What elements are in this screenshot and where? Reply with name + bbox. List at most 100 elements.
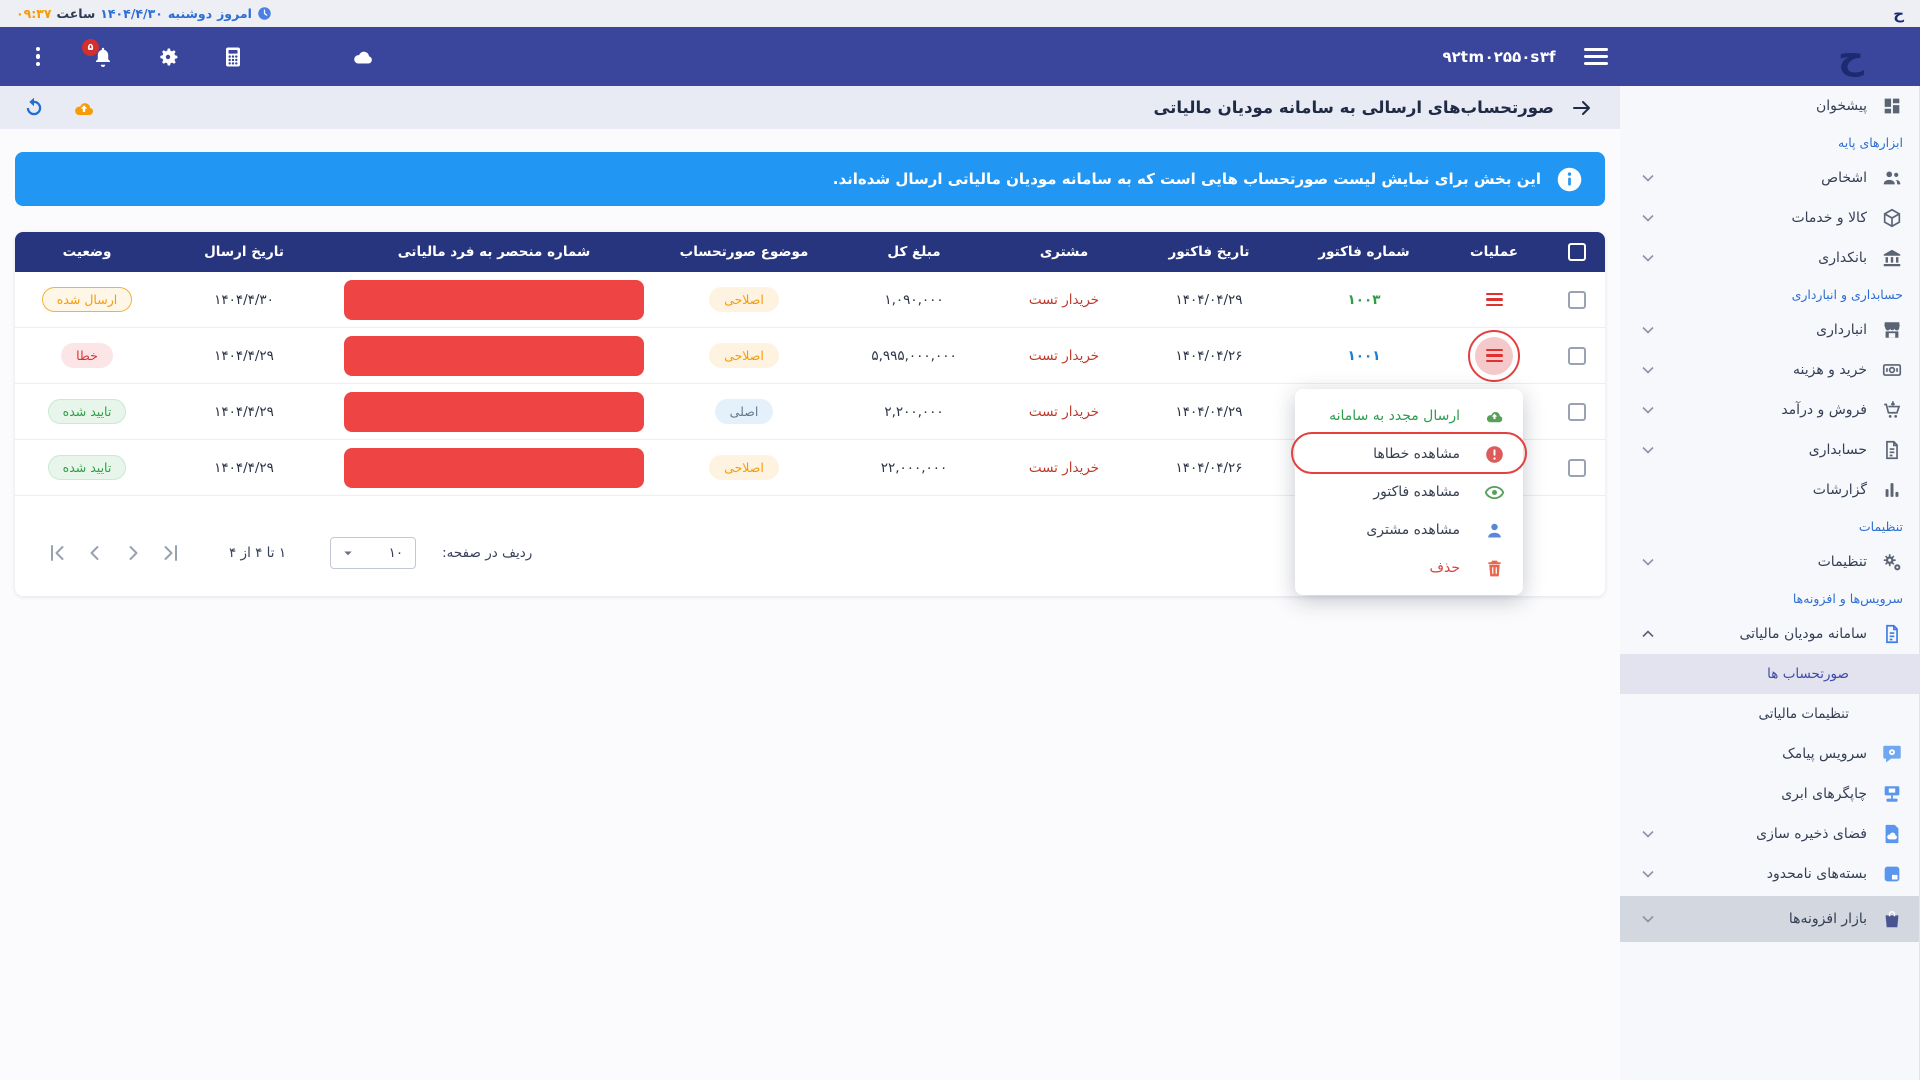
sidebar-item-sms-service[interactable]: سرویس پیامک [1620,734,1919,774]
header-invoice-date: تاریخ فاکتور [1168,244,1250,260]
sidebar-item-goods-services[interactable]: کالا و خدمات [1620,198,1919,238]
invoice-date: ۱۴۰۴/۰۴/۲۹ [1175,291,1243,308]
menu-item-view-invoice[interactable]: مشاهده فاکتور [1295,473,1523,511]
sidebar-item-unlimited-packages[interactable]: بسته‌های نامحدود [1620,854,1919,894]
sidebar-subitem-invoices[interactable]: صورتحساب ها [1620,654,1919,694]
sidebar-subitem-tax-settings[interactable]: تنظیمات مالیاتی [1758,706,1849,722]
sidebar-item-accounting[interactable]: حسابداری [1620,430,1919,470]
store-icon [1881,319,1903,341]
tax-uid-redacted [344,391,644,432]
sidebar-section-services-addons: سرویس‌ها و افزونه‌ها [1792,590,1903,606]
cloud-icon[interactable] [351,45,375,69]
sidebar-item-reports[interactable]: گزارشات [1620,470,1919,510]
calculator-icon[interactable] [221,45,245,69]
chevron-down-icon [1638,360,1658,380]
invoice-number-link[interactable]: ۱۰۰۳ [1347,291,1381,308]
apps-grid-icon[interactable] [286,45,310,69]
header-subject: موضوع صورتحساب [679,244,809,260]
settings-gear-icon[interactable] [156,45,180,69]
gears-icon [1881,551,1903,573]
time-value: ۰۹:۳۷ [16,6,52,21]
chevron-down-icon [1638,552,1658,572]
subject-chip: اصلاحی [709,343,779,368]
sidebar-item-addons-market[interactable]: بازار افزونه‌ها [1620,896,1919,942]
header-total: مبلغ کل [887,244,941,260]
more-options-icon[interactable] [26,45,50,69]
menu-item-delete[interactable]: حذف [1295,549,1523,587]
info-banner: این بخش برای نمایش لیست صورتحساب هایی اس… [15,152,1605,206]
invoice-number-link[interactable]: ۱۰۰۱ [1347,347,1381,364]
chevron-down-icon [1638,864,1658,884]
select-all-checkbox[interactable] [1568,243,1586,261]
info-icon [1556,166,1583,193]
sms-icon [1881,743,1903,765]
file-cloud-icon [1881,823,1903,845]
brand-logo-small: ح [1893,4,1904,23]
total-amount: ۱,۰۹۰,۰۰۰ [884,291,944,308]
total-amount: ۲,۲۰۰,۰۰۰ [884,403,944,420]
row-checkbox[interactable] [1568,290,1586,309]
rows-per-page-select[interactable]: ۱۰ [330,537,417,569]
sidebar-item-purchases-expenses[interactable]: خرید و هزینه [1620,350,1919,390]
sidebar-item-cloud-printers[interactable]: چاپگرهای ابری [1620,774,1919,814]
row-actions-button[interactable] [1475,336,1513,375]
sidebar-item-storage[interactable]: فضای ذخیره سازی [1620,814,1919,854]
main-content: صورتحساب‌های ارسالی به سامانه مودیان مال… [0,86,1620,1080]
brand-logo: ح [1838,35,1864,77]
customer-link[interactable]: خریدار تست [1028,347,1100,364]
chevron-down-icon [1638,208,1658,228]
subject-chip: اصلاحی [709,287,779,312]
back-arrow-icon[interactable] [1570,96,1594,120]
row-checkbox[interactable] [1568,346,1586,365]
eye-icon [1484,482,1505,503]
previous-page-button[interactable] [83,541,107,565]
sidebar-item-settings[interactable]: تنظیمات [1620,542,1919,582]
sidebar-item-dashboard[interactable]: پیشخوان [1620,86,1919,126]
table-row: ۱۰۰۳ ۱۴۰۴/۰۴/۲۹ خریدار تست ۱,۰۹۰,۰۰۰ اصل… [15,272,1605,328]
send-date: ۱۴۰۴/۴/۳۰ [214,291,274,308]
first-page-button[interactable] [45,541,69,565]
sidebar-item-sales-income[interactable]: فروش و درآمد [1620,390,1919,430]
sidebar-toggle-button[interactable] [1584,48,1608,65]
cloud-upload-icon[interactable] [72,96,96,120]
table-row: ۱۴۰۴/۰۴/۲۶ خریدار تست ۲۲,۰۰۰,۰۰۰ اصلاحی … [15,440,1605,496]
sidebar-item-banking[interactable]: بانکداری [1620,238,1919,278]
chevron-down-icon [1638,909,1658,929]
row-checkbox[interactable] [1568,458,1586,477]
notifications-bell-icon[interactable]: ۵ [82,38,115,69]
menu-item-view-errors[interactable]: مشاهده خطاها [1295,435,1523,473]
today-date: ۱۴۰۴/۴/۳۰ [100,6,163,21]
table-row: ۱۰۰۱ ۱۴۰۴/۰۴/۲۶ خریدار تست ۵,۹۹۵,۰۰۰,۰۰۰… [15,328,1605,384]
sidebar-item-warehousing[interactable]: انبارداری [1620,310,1919,350]
pagination-range: ۱ تا ۴ از ۴ [229,545,287,561]
customer-link[interactable]: خریدار تست [1028,403,1100,420]
menu-item-view-customer[interactable]: مشاهده مشتری [1295,511,1523,549]
customer-link[interactable]: خریدار تست [1028,459,1100,476]
box-icon [1881,863,1903,885]
navbar: ح ۹۲tm۰۲۵۵۰s۳f ۵ [0,27,1920,86]
notification-badge: ۵ [82,38,99,56]
sidebar-item-tax-system[interactable]: سامانه مودیان مالیاتی [1620,614,1919,654]
shopping-bag-icon [1881,908,1903,930]
table-header-row: عملیات شماره فاکتور تاریخ فاکتور مشتری م… [15,232,1605,272]
company-id: ۹۲tm۰۲۵۵۰s۳f [1442,47,1556,66]
invoice-date: ۱۴۰۴/۰۴/۲۶ [1175,347,1243,364]
header-customer: مشتری [1039,244,1089,260]
customer-link[interactable]: خریدار تست [1028,291,1100,308]
trash-icon [1484,558,1505,579]
total-amount: ۲۲,۰۰۰,۰۰۰ [880,459,948,476]
cloud-upload-icon [1484,406,1505,427]
today-label: امروز [217,6,252,21]
last-page-button[interactable] [159,541,183,565]
send-date: ۱۴۰۴/۴/۲۹ [214,459,274,476]
people-icon [1881,167,1903,189]
menu-item-resend[interactable]: ارسال مجدد به سامانه [1295,397,1523,435]
cart-icon [1881,399,1903,421]
tax-uid-redacted [344,335,644,376]
row-checkbox[interactable] [1568,402,1586,421]
refresh-icon[interactable] [22,96,46,120]
tax-document-icon [1881,623,1903,645]
sidebar-item-persons[interactable]: اشخاص [1620,158,1919,198]
row-actions-button[interactable] [1475,281,1513,319]
next-page-button[interactable] [121,541,145,565]
